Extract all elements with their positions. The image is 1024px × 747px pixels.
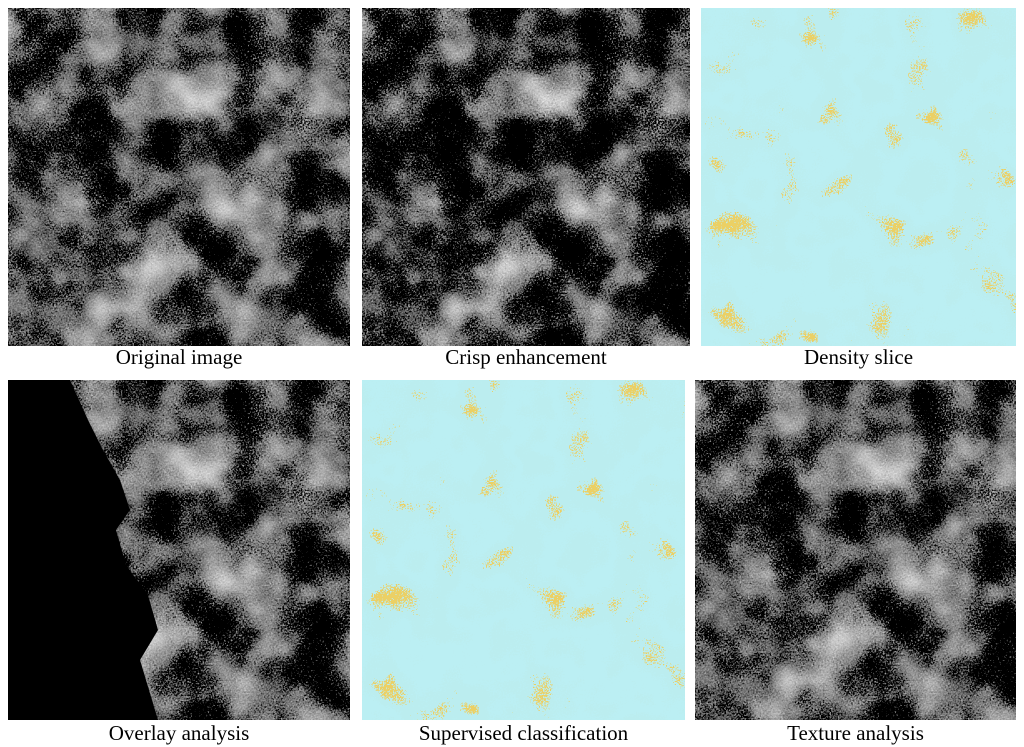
image-panel bbox=[695, 380, 1016, 720]
caption: Texture analysis bbox=[695, 722, 1016, 744]
image-panel bbox=[8, 380, 350, 720]
image-panel bbox=[362, 380, 685, 720]
image-panel bbox=[701, 8, 1016, 346]
image-panel bbox=[362, 8, 690, 346]
figure: Original image Crisp enhancement Density… bbox=[0, 0, 1024, 747]
caption: Density slice bbox=[701, 346, 1016, 368]
caption: Original image bbox=[8, 346, 350, 368]
caption: Overlay analysis bbox=[8, 722, 350, 744]
image-panel bbox=[8, 8, 350, 346]
caption: Supervised classification bbox=[362, 722, 685, 744]
caption: Crisp enhancement bbox=[362, 346, 690, 368]
